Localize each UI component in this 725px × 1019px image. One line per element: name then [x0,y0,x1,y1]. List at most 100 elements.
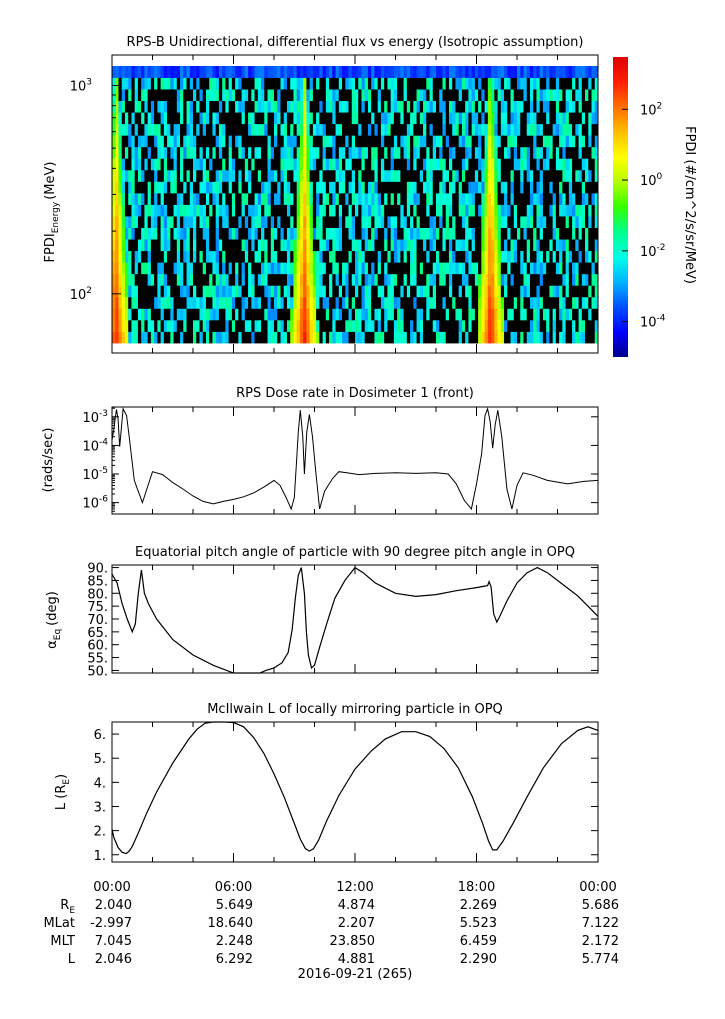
spectrogram-cell [183,181,187,194]
spectrogram-cell [523,123,528,136]
spectrogram-cell [400,308,404,321]
spectrogram-cell [594,123,599,136]
spectrogram-cell [274,273,278,286]
spectrogram-cell [134,296,139,309]
spectrogram-cell [212,181,217,194]
spectrogram-cell [209,216,213,228]
spectrogram-cell [157,100,161,113]
spectrogram-cell [261,262,265,275]
spectrogram-cell [309,262,314,275]
spectrogram-cell [380,262,385,275]
spectrogram-cell [264,169,268,182]
spectrogram-cell [400,296,404,309]
spectrogram-cell [193,262,197,275]
spectrogram-cell [193,169,197,182]
spectrogram-cell [397,239,401,252]
spectrogram-cell [575,123,579,136]
spectrogram-cell [205,100,210,113]
spectrogram-cell [374,319,379,332]
spectrogram-cell [455,89,460,102]
spectrogram-cell [199,273,204,286]
spectrogram-cell [559,285,563,298]
spectrogram-cell [345,285,349,298]
spectrogram-cell [147,158,152,171]
spectrogram-cell [468,146,473,159]
spectrogram-cell [390,123,395,136]
spectrogram-cell [465,319,469,332]
spectrogram-cell [209,89,213,102]
spectrogram-cell [497,192,502,205]
spectrogram-cell [494,169,498,182]
spectrogram-cell [312,112,317,125]
spectrogram-cell [199,308,204,321]
spectrogram-cell [445,308,450,321]
spectrogram-cell [290,100,294,113]
spectrogram-cell [442,204,447,217]
spectrogram-cell [186,77,191,90]
spectrogram-cell [465,308,469,321]
spectrogram-cell [578,296,583,309]
spectrogram-cell [572,216,576,228]
spectrogram-cell [504,192,508,205]
spectrogram-cell [121,227,126,240]
spectrogram-cell [487,123,492,136]
colorbar-tick-label-0-base: 10 [640,103,657,118]
spectrogram-cell [345,192,349,205]
spectrogram-cell [193,89,197,102]
spectrogram-cell [436,204,440,217]
spectrogram-cell [393,146,398,159]
spectrogram-cell [539,204,544,217]
pitch-panel: Equatorial pitch angle of particle with … [45,545,599,679]
spectrogram-cell [193,273,197,286]
spectrogram-cell [316,273,320,286]
spectrogram-cell [416,192,421,205]
spectrogram-cell [163,296,168,309]
spectrogram-cell [500,319,505,332]
spectrogram-cell [471,135,476,148]
spectrogram-cell [205,192,210,205]
spectrogram-cell [173,112,178,125]
spectrogram-cell [471,158,476,171]
spectrogram-cell [542,331,547,344]
spectrogram-cell [274,216,278,228]
spectrogram-cell [209,158,213,171]
spectrogram-cell [212,169,217,182]
spectrogram-cell [241,308,246,321]
spectrogram-cell [189,250,194,263]
spectrogram-cell [112,262,116,275]
panel1-ytick-label-0-exp: 3 [86,77,92,87]
spectrogram-cell [319,285,323,298]
spectrogram-cell [468,319,473,332]
spectrogram-cell [299,262,304,275]
spectrogram-cell [403,285,408,298]
spectrogram-cell [491,285,495,298]
spectrogram-cell [500,204,505,217]
spectrogram-cell [585,227,589,240]
spectrogram-cell [455,112,460,125]
spectrogram-cell [393,100,398,113]
spectrogram-panel: RPS-B Unidirectional, differential flux … [43,35,697,357]
spectrogram-cell [112,204,116,217]
spectrogram-cell [299,331,304,344]
spectrogram-cell [244,216,249,228]
spectrogram-cell [124,227,129,240]
spectrogram-cell [150,273,155,286]
spectrogram-cell [267,77,272,90]
spectrogram-cell [128,89,132,102]
spectrogram-cell [533,112,537,125]
spectrogram-cell [465,296,469,309]
spectrogram-cell [585,66,589,78]
spectrogram-cell [533,100,537,113]
spectrogram-cell [235,308,239,321]
spectrogram-cell [215,89,220,102]
spectrogram-cell [387,112,392,125]
spectrogram-cell [445,296,450,309]
spectrogram-cell [270,296,275,309]
spectrogram-cell [377,331,382,344]
spectrogram-cell [529,112,534,125]
spectrogram-cell [500,77,505,90]
spectrogram-cell [517,123,521,136]
spectrogram-cell [581,146,586,159]
spectrogram-cell [189,66,194,78]
spectrogram-cell [374,181,379,194]
